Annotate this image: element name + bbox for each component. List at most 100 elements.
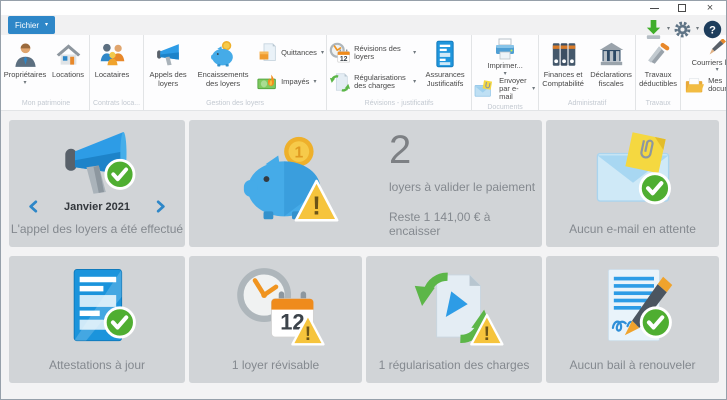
minimize-icon	[649, 7, 659, 9]
ribbon-group-label: Travaux	[645, 100, 671, 107]
settings-button[interactable]	[673, 19, 693, 39]
tile-regularisation-charges[interactable]: ! 1 régularisation des charges	[366, 256, 542, 383]
ribbon-button-regularisations[interactable]: Régularisations des charges ▾	[329, 71, 417, 93]
tile-email[interactable]: Aucun e-mail en attente	[546, 120, 719, 247]
ribbon-group-travaux: Travaux déductibles Travaux	[636, 35, 682, 110]
ribbon: Propriétaires ▾ Locations Mon pa	[1, 35, 726, 111]
svg-text:?: ?	[709, 24, 716, 36]
minimize-button[interactable]	[640, 1, 668, 15]
maximize-icon	[678, 4, 686, 12]
file-menu-label: Fichier	[15, 20, 40, 30]
help-icon: ?	[703, 20, 721, 38]
export-download-button[interactable]	[644, 19, 664, 39]
email-envelope-icon	[474, 78, 496, 100]
ribbon-button-quittances[interactable]: Quittances ▾	[256, 42, 324, 64]
ribbon-button-impayes[interactable]: Impayés ▾	[256, 71, 324, 93]
chevron-down-icon[interactable]: ▾	[666, 26, 670, 32]
next-month-button[interactable]	[156, 200, 166, 213]
ribbon-button-declarations[interactable]: Déclarations fiscales	[587, 37, 635, 98]
payments-line2: Reste 1 141,00 € à encaisser	[389, 209, 491, 238]
signed-document-success-icon	[579, 264, 687, 348]
warning-badge-icon: !	[470, 313, 504, 346]
download-icon	[647, 19, 661, 39]
help-button[interactable]: ?	[702, 19, 722, 39]
titlebar: ×	[1, 1, 726, 15]
month-navigator: Janvier 2021	[28, 200, 165, 213]
ribbon-group-mon-patrimoine: Propriétaires ▾ Locations Mon pa	[3, 35, 90, 110]
ribbon-group-revisions: 12 Révisions des loyers ▾	[327, 35, 473, 110]
check-badge-icon	[639, 306, 672, 339]
chevron-down-icon[interactable]: ▾	[695, 26, 699, 32]
close-button[interactable]: ×	[696, 1, 724, 15]
check-badge-icon	[104, 158, 136, 190]
ribbon-button-encaissements[interactable]: Encaissements des loyers	[192, 37, 254, 98]
ribbon-button-imprimer[interactable]: Imprimer... ▾	[474, 38, 536, 77]
ribbon-group-gestion-loyers: Appels des loyers	[144, 35, 328, 110]
binders-icon	[550, 39, 577, 69]
payments-line1: loyers à valider le paiement	[389, 179, 536, 194]
ribbon-group-label: Mon patrimoine	[21, 100, 71, 107]
warning-badge-icon: !	[294, 179, 339, 222]
file-menu-button[interactable]: Fichier ▾	[8, 16, 56, 34]
chevron-down-icon: ▾	[715, 67, 719, 74]
tile-caption: Attestations à jour	[48, 358, 146, 372]
tenants-family-icon	[99, 39, 126, 69]
owner-person-icon	[12, 39, 39, 69]
chevron-down-icon: ▾	[532, 86, 536, 92]
check-badge-icon	[103, 306, 136, 339]
house-icon	[55, 39, 82, 69]
payments-summary: 2 loyers à valider le paiement Reste 1 1…	[389, 130, 542, 238]
ribbon-group-label: Administratif	[567, 100, 607, 107]
check-badge-icon	[638, 172, 671, 205]
recycle-document-warning-icon: !	[400, 264, 508, 348]
warning-badge-icon: !	[290, 313, 325, 346]
svg-text:12: 12	[340, 56, 348, 63]
email-success-icon	[579, 128, 687, 212]
ribbon-group-administratif: Finances et Comptabilité Déclarati	[539, 35, 637, 110]
ribbon-button-finances[interactable]: Finances et Comptabilité	[539, 37, 587, 98]
megaphone-success-icon	[41, 126, 153, 198]
folder-icon	[683, 74, 705, 96]
ribbon-button-appels-des-loyers[interactable]: Appels des loyers	[144, 37, 192, 98]
tile-caption: 1 loyer révisable	[231, 358, 320, 372]
chevron-down-icon: ▾	[413, 79, 417, 86]
ribbon-group-label: Gestion des loyers	[206, 100, 265, 107]
gear-icon	[675, 21, 691, 37]
ribbon-group-documents: Imprimer... ▾	[472, 35, 540, 110]
payments-count: 2	[389, 127, 412, 172]
tile-payments-to-validate[interactable]: 1 ! 2	[189, 120, 542, 247]
ribbon-group-label: Contrats loca...	[93, 100, 141, 107]
pencil-icon	[707, 38, 726, 57]
clock-calendar-icon: 12	[329, 42, 351, 64]
ribbon-button-courriers-libres[interactable]: Courriers libres ▾	[683, 38, 726, 74]
tile-rent-call[interactable]: Janvier 2021 L'appel des loyers a été ef…	[9, 120, 185, 247]
ribbon-button-assurances[interactable]: Assurances Justificatifs	[419, 37, 471, 98]
maximize-button[interactable]	[668, 1, 696, 15]
bank-building-icon	[598, 39, 625, 69]
ribbon-button-mes-documents[interactable]: Mes documents	[683, 74, 726, 96]
tile-attestations[interactable]: Attestations à jour	[9, 256, 185, 383]
ribbon-button-revisions-loyers[interactable]: 12 Révisions des loyers ▾	[329, 42, 417, 64]
clock-calendar-warning-icon: 12 !	[222, 264, 330, 348]
chevron-down-icon: ▾	[23, 79, 27, 86]
ribbon-button-proprietaires[interactable]: Propriétaires ▾	[3, 37, 47, 98]
ribbon-group-label	[681, 98, 726, 110]
ribbon-group-label: Documents	[487, 104, 523, 110]
tile-loyer-revisable[interactable]: 12 ! 1 loyer révisable	[189, 256, 362, 383]
document-success-icon	[43, 264, 151, 348]
quick-actions: ▾ ▾ ?	[644, 19, 722, 39]
ribbon-button-envoyer-email[interactable]: Envoyer par e-mail ▾	[474, 76, 536, 102]
piggy-warning-icon: 1 !	[237, 133, 345, 234]
ribbon-group-label: Révisions - justificatifs	[364, 100, 434, 107]
chevron-down-icon: ▾	[413, 49, 417, 56]
previous-month-button[interactable]	[28, 200, 38, 213]
tile-caption: L'appel des loyers a été effectué	[10, 222, 184, 236]
ribbon-group-contrats: Locataires Contrats loca...	[90, 35, 145, 110]
svg-text:1: 1	[294, 144, 303, 161]
tile-bail-renouveler[interactable]: Aucun bail à renouveler	[546, 256, 719, 383]
tile-caption: 1 régularisation des charges	[378, 358, 530, 372]
ribbon-button-locataires[interactable]: Locataires	[90, 37, 134, 98]
ribbon-button-locations[interactable]: Locations	[47, 37, 89, 98]
ribbon-button-travaux-deductibles[interactable]: Travaux déductibles	[636, 37, 680, 98]
